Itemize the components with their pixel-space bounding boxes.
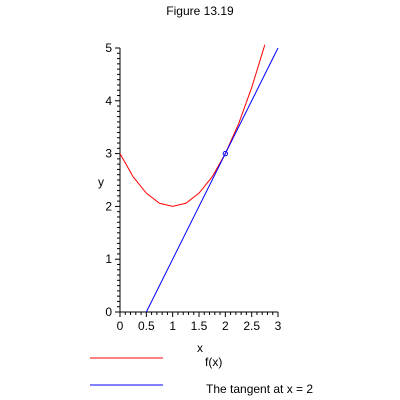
- tangent-point: [222, 150, 229, 157]
- axes: [119, 48, 278, 313]
- y-tick-label: 3: [105, 147, 112, 161]
- x-tick-label: 2.5: [243, 319, 260, 333]
- y-tick-label: 2: [105, 199, 112, 213]
- y-tick-label: 0: [105, 305, 112, 319]
- legend: f(x) The tangent at x = 2: [90, 355, 313, 396]
- y-axis-label: y: [98, 175, 104, 189]
- y-tick-label: 4: [105, 94, 112, 108]
- series-line-tangent: [145, 47, 279, 313]
- y-tick-label: 1: [105, 252, 112, 266]
- x-tick-label: 3: [275, 319, 282, 333]
- x-axis-label: x: [197, 341, 203, 355]
- x-tick-label: 0: [117, 319, 124, 333]
- x-tick-label: 1: [169, 319, 176, 333]
- x-tick-label: 2: [222, 319, 229, 333]
- legend-item-f-x-label: f(x): [205, 355, 222, 369]
- x-tick-label: 1.5: [191, 319, 208, 333]
- ticks: 0 0.5 1 1.5 2 2.5 3 0 1 2 3 4 5: [105, 41, 281, 333]
- series-line-f-x: [119, 44, 266, 207]
- x-tick-label: 0.5: [138, 319, 155, 333]
- legend-item-tangent-label: The tangent at x = 2: [206, 382, 313, 396]
- chart-title: Figure 13.19: [166, 4, 234, 18]
- series-group: [119, 44, 279, 313]
- y-tick-label: 5: [105, 41, 112, 55]
